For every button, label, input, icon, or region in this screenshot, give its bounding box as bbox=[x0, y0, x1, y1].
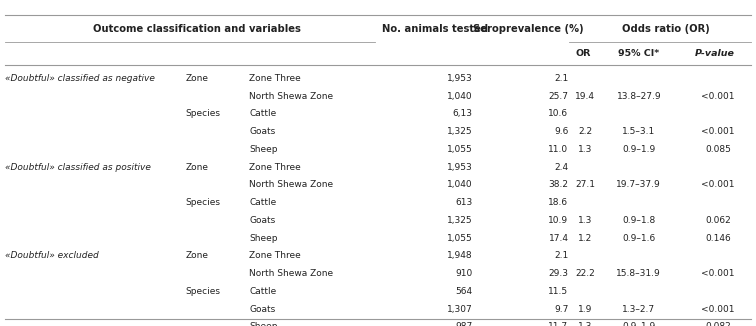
Text: North Shewa Zone: North Shewa Zone bbox=[249, 92, 333, 100]
Text: 11.5: 11.5 bbox=[548, 287, 569, 296]
Text: North Shewa Zone: North Shewa Zone bbox=[249, 269, 333, 278]
Text: «Doubtful» excluded: «Doubtful» excluded bbox=[5, 251, 98, 260]
Text: 1,953: 1,953 bbox=[447, 163, 472, 171]
Text: North Shewa Zone: North Shewa Zone bbox=[249, 180, 333, 189]
Text: 0.082: 0.082 bbox=[705, 322, 731, 326]
Text: 2.2: 2.2 bbox=[578, 127, 592, 136]
Text: «Doubtful» classified as negative: «Doubtful» classified as negative bbox=[5, 74, 154, 83]
Text: No. animals tested: No. animals tested bbox=[382, 23, 488, 34]
Text: 564: 564 bbox=[455, 287, 472, 296]
Text: Zone: Zone bbox=[185, 251, 208, 260]
Text: Cattle: Cattle bbox=[249, 198, 277, 207]
Text: OR: OR bbox=[576, 49, 591, 58]
Text: P-value: P-value bbox=[695, 49, 734, 58]
Text: «Doubtful» classified as positive: «Doubtful» classified as positive bbox=[5, 163, 150, 171]
Text: 1,948: 1,948 bbox=[447, 251, 472, 260]
Text: 1.3: 1.3 bbox=[578, 145, 593, 154]
Text: Species: Species bbox=[185, 109, 220, 118]
Text: 0.9–1.9: 0.9–1.9 bbox=[622, 322, 655, 326]
Text: 15.8–31.9: 15.8–31.9 bbox=[616, 269, 662, 278]
Text: 11.7: 11.7 bbox=[548, 322, 569, 326]
Text: Odds ratio (OR): Odds ratio (OR) bbox=[622, 23, 710, 34]
Text: Zone: Zone bbox=[185, 74, 208, 83]
Text: 0.9–1.9: 0.9–1.9 bbox=[622, 145, 655, 154]
Text: 1,040: 1,040 bbox=[447, 180, 472, 189]
Text: 1,953: 1,953 bbox=[447, 74, 472, 83]
Text: 1,040: 1,040 bbox=[447, 92, 472, 100]
Text: Zone Three: Zone Three bbox=[249, 74, 301, 83]
Text: Sheep: Sheep bbox=[249, 234, 278, 243]
Text: Goats: Goats bbox=[249, 127, 276, 136]
Text: Sheep: Sheep bbox=[249, 145, 278, 154]
Text: 0.062: 0.062 bbox=[705, 216, 731, 225]
Text: 910: 910 bbox=[455, 269, 472, 278]
Text: 0.146: 0.146 bbox=[705, 234, 731, 243]
Text: 2.4: 2.4 bbox=[554, 163, 569, 171]
Text: 22.2: 22.2 bbox=[575, 269, 595, 278]
Text: 1,055: 1,055 bbox=[447, 145, 472, 154]
Text: Zone Three: Zone Three bbox=[249, 163, 301, 171]
Text: Species: Species bbox=[185, 287, 220, 296]
Text: Species: Species bbox=[185, 198, 220, 207]
Text: 11.0: 11.0 bbox=[548, 145, 569, 154]
Text: 95% CI*: 95% CI* bbox=[618, 49, 659, 58]
Text: 613: 613 bbox=[455, 198, 472, 207]
Text: 38.2: 38.2 bbox=[549, 180, 569, 189]
Text: <0.001: <0.001 bbox=[702, 269, 735, 278]
Text: 987: 987 bbox=[455, 322, 472, 326]
Text: 27.1: 27.1 bbox=[575, 180, 595, 189]
Text: Cattle: Cattle bbox=[249, 109, 277, 118]
Text: 1,325: 1,325 bbox=[447, 216, 472, 225]
Text: Goats: Goats bbox=[249, 216, 276, 225]
Text: Cattle: Cattle bbox=[249, 287, 277, 296]
Text: 19.4: 19.4 bbox=[575, 92, 595, 100]
Text: 1,055: 1,055 bbox=[447, 234, 472, 243]
Text: <0.001: <0.001 bbox=[702, 180, 735, 189]
Text: <0.001: <0.001 bbox=[702, 92, 735, 100]
Text: Zone: Zone bbox=[185, 163, 208, 171]
Text: 29.3: 29.3 bbox=[549, 269, 569, 278]
Text: Seroprevalence (%): Seroprevalence (%) bbox=[472, 23, 584, 34]
Text: Zone Three: Zone Three bbox=[249, 251, 301, 260]
Text: Outcome classification and variables: Outcome classification and variables bbox=[94, 23, 301, 34]
Text: 1.2: 1.2 bbox=[578, 234, 592, 243]
Text: 0.9–1.8: 0.9–1.8 bbox=[622, 216, 655, 225]
Text: 1,307: 1,307 bbox=[447, 305, 472, 314]
Text: 1.5–3.1: 1.5–3.1 bbox=[622, 127, 655, 136]
Text: 1.3–2.7: 1.3–2.7 bbox=[622, 305, 655, 314]
Text: Sheep: Sheep bbox=[249, 322, 278, 326]
Text: 1.3: 1.3 bbox=[578, 322, 593, 326]
Text: 25.7: 25.7 bbox=[549, 92, 569, 100]
Text: 10.6: 10.6 bbox=[548, 109, 569, 118]
Text: 9.7: 9.7 bbox=[554, 305, 569, 314]
Text: 1.9: 1.9 bbox=[578, 305, 593, 314]
Text: 10.9: 10.9 bbox=[548, 216, 569, 225]
Text: 0.085: 0.085 bbox=[705, 145, 731, 154]
Text: <0.001: <0.001 bbox=[702, 305, 735, 314]
Text: 2.1: 2.1 bbox=[554, 251, 569, 260]
Text: Goats: Goats bbox=[249, 305, 276, 314]
Text: 0.9–1.6: 0.9–1.6 bbox=[622, 234, 655, 243]
Text: 2.1: 2.1 bbox=[554, 74, 569, 83]
Text: <0.001: <0.001 bbox=[702, 127, 735, 136]
Text: 6,13: 6,13 bbox=[453, 109, 472, 118]
Text: 18.6: 18.6 bbox=[548, 198, 569, 207]
Text: 13.8–27.9: 13.8–27.9 bbox=[616, 92, 662, 100]
Text: 1,325: 1,325 bbox=[447, 127, 472, 136]
Text: 1.3: 1.3 bbox=[578, 216, 593, 225]
Text: 9.6: 9.6 bbox=[554, 127, 569, 136]
Text: 19.7–37.9: 19.7–37.9 bbox=[616, 180, 662, 189]
Text: 17.4: 17.4 bbox=[549, 234, 569, 243]
